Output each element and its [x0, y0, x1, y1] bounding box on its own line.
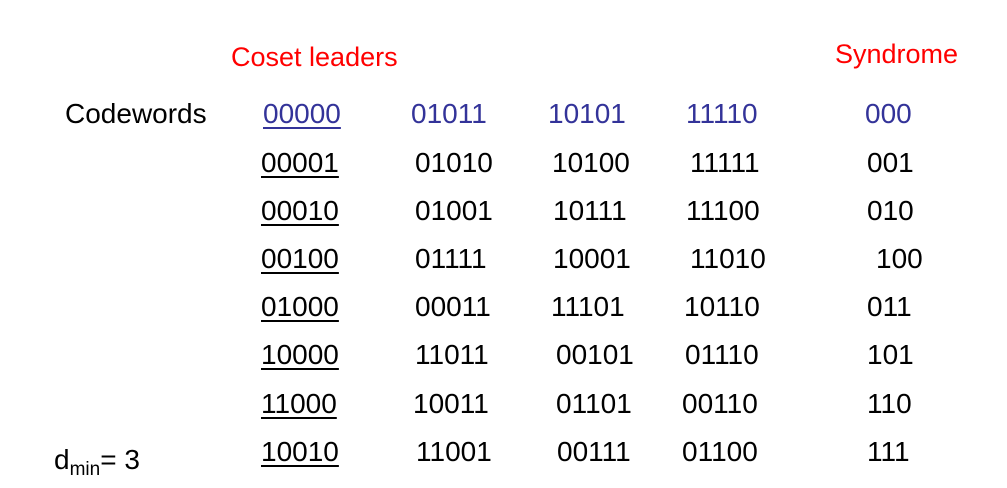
coset-cell: 01100: [682, 436, 758, 467]
coset-cell: 01011: [411, 98, 487, 129]
leader-cell: 11000: [261, 388, 337, 419]
coset-cell: 11011: [415, 339, 489, 370]
syndrome-cell: 000: [865, 98, 912, 129]
coset-cell: 01010: [415, 147, 493, 178]
coset-cell: 01110: [685, 339, 759, 370]
coset-cell: 00110: [682, 388, 758, 419]
leader-cell: 00001: [261, 147, 339, 178]
coset-cell: 10101: [548, 98, 626, 129]
syndrome-cell: 110: [867, 388, 912, 419]
coset-cell: 01101: [556, 388, 632, 419]
coset-cell: 10111: [553, 195, 627, 226]
dmin-subscript: min: [69, 459, 101, 480]
dmin-value: = 3: [100, 444, 140, 475]
coset-cell: 11111: [690, 147, 760, 178]
dmin-annotation: dmin= 3: [54, 444, 140, 480]
syndrome-cell: 010: [867, 195, 914, 226]
leader-cell: 00010: [261, 195, 339, 226]
coset-cell: 01111: [415, 243, 487, 274]
coset-leaders-header: Coset leaders: [231, 42, 398, 72]
leader-cell: 00000: [263, 98, 341, 129]
syndrome-cell: 001: [867, 147, 914, 178]
coset-cell: 10011: [413, 388, 489, 419]
coset-cell: 10001: [553, 243, 631, 274]
syndrome-header: Syndrome: [835, 39, 959, 69]
coset-cell: 11110: [686, 98, 758, 129]
syndrome-cell: 111: [867, 436, 910, 467]
dmin-symbol: d: [54, 444, 70, 475]
leader-cell: 10010: [261, 436, 339, 467]
leader-cell: 01000: [261, 291, 339, 322]
coset-cell: 11101: [551, 291, 625, 322]
coset-cell: 00011: [415, 291, 491, 322]
coset-cell: 11001: [416, 436, 492, 467]
coset-cell: 00101: [556, 339, 634, 370]
syndrome-cell: 100: [876, 243, 923, 274]
coset-cell: 01001: [415, 195, 493, 226]
syndrome-cell: 011: [867, 291, 912, 322]
leader-cell: 10000: [261, 339, 339, 370]
coset-cell: 11010: [690, 243, 766, 274]
coset-cell: 00111: [557, 436, 631, 467]
leader-cell: 00100: [261, 243, 339, 274]
coset-cell: 10110: [684, 291, 760, 322]
coset-cell: 10100: [552, 147, 630, 178]
coset-cell: 11100: [686, 195, 760, 226]
syndrome-cell: 101: [867, 339, 914, 370]
codewords-label: Codewords: [65, 98, 207, 129]
